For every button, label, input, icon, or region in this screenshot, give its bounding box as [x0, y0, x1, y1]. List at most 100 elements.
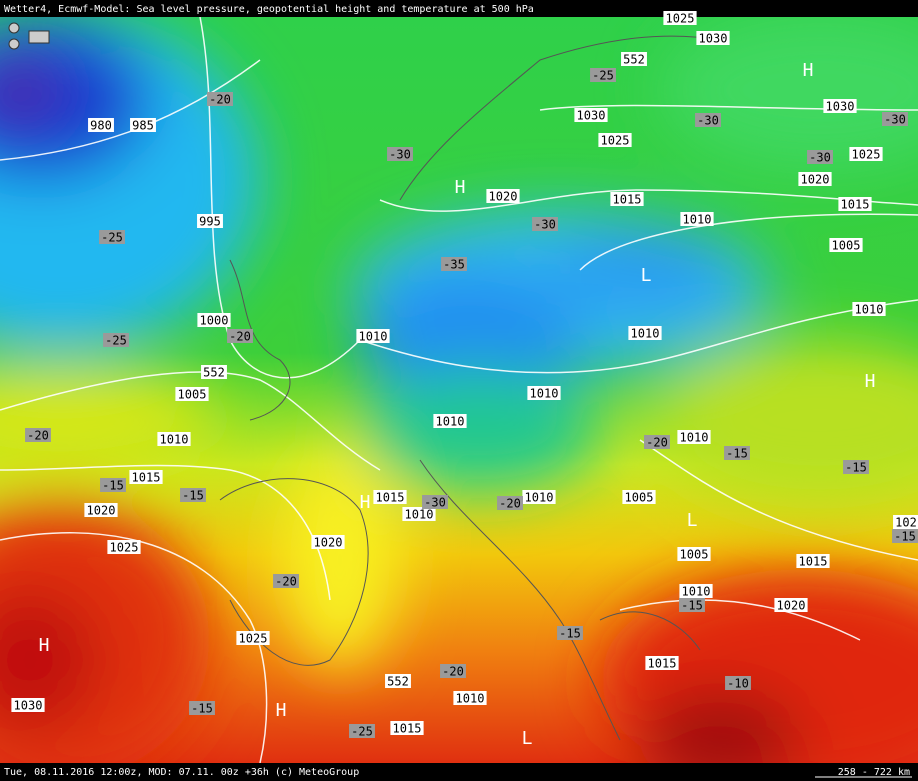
zoom-in[interactable] [8, 22, 20, 34]
isobar-label: 1010 [402, 507, 436, 522]
isobar-label-text: 102 [895, 516, 917, 530]
temperature-label: -20 [25, 428, 51, 443]
temperature-label-text: -30 [697, 114, 719, 128]
isobar-label: 1010 [356, 329, 390, 344]
temperature-label-text: -25 [351, 725, 373, 739]
isobar-label: 1005 [622, 490, 656, 505]
isobar-label-text: 1000 [200, 314, 229, 328]
temperature-label-box [695, 113, 721, 127]
isobar-label: 1015 [390, 721, 424, 736]
isobar-label-text: 985 [132, 119, 154, 133]
isobar-label: 1015 [645, 656, 679, 671]
temperature-label-text: -35 [443, 258, 465, 272]
isobar-label: 552 [621, 52, 647, 67]
temperature-label: -30 [882, 112, 908, 127]
isobar-label-text: 1030 [14, 699, 43, 713]
temperature-label-box [422, 495, 448, 509]
isobar-label-text: 980 [90, 119, 112, 133]
isobar-label-box [598, 133, 632, 147]
isobar-label-box [486, 189, 520, 203]
isobar-label: 1025 [598, 133, 632, 148]
temperature-label-box [273, 574, 299, 588]
isobar-label-box [893, 515, 918, 529]
isobar-label: 1015 [373, 490, 407, 505]
temperature-label-text: -30 [534, 218, 556, 232]
isobar-label-box [823, 99, 857, 113]
temperature-label-box [532, 217, 558, 231]
temperature-label: -25 [590, 68, 616, 83]
isobar-label-box [402, 507, 436, 521]
temperature-label-text: -15 [191, 702, 213, 716]
isobar-label-text: 1025 [852, 148, 881, 162]
pan[interactable] [28, 30, 50, 44]
isobar-label: 1015 [796, 554, 830, 569]
temperature-label-text: -30 [809, 151, 831, 165]
isobar-label: 1010 [433, 414, 467, 429]
temperature-label-text: -25 [105, 334, 127, 348]
isobar-label-box [621, 52, 647, 66]
temperature-label-box [892, 529, 918, 543]
isobar-label: 1010 [680, 212, 714, 227]
isobar-label-text: 995 [199, 215, 221, 229]
temperature-label: -35 [441, 257, 467, 272]
temperature-label: -30 [695, 113, 721, 128]
temperature-label-text: -15 [102, 479, 124, 493]
isobar-label: 1010 [677, 430, 711, 445]
footer-text: Tue, 08.11.2016 12:00z, MOD: 07.11. 00z … [4, 767, 359, 778]
temperature-label-box [807, 150, 833, 164]
isobar-label: 985 [130, 118, 156, 133]
temperature-label-box [349, 724, 375, 738]
isobar-label: 1030 [696, 31, 730, 46]
temperature-label: -30 [532, 217, 558, 232]
pressure-center: H [455, 177, 466, 198]
isobar-label-text: 1010 [680, 431, 709, 445]
temperature-label-text: -25 [101, 231, 123, 245]
temperature-label: -25 [349, 724, 375, 739]
isobar-label: 1015 [838, 197, 872, 212]
isobar-label-box [197, 313, 231, 327]
isobar-label-box [663, 11, 697, 25]
temperature-label-box [497, 496, 523, 510]
temperature-label-box [99, 230, 125, 244]
isobar-label-box [88, 118, 114, 132]
nav-controls[interactable] [8, 22, 50, 50]
pressure-center: H [360, 492, 371, 513]
isobar-label-text: 1020 [87, 504, 116, 518]
isobar-label: 1010 [157, 432, 191, 447]
isobar-label-text: 1015 [393, 722, 422, 736]
temperature-label-box [180, 488, 206, 502]
temperature-label-box [557, 626, 583, 640]
isobar-label-box [610, 192, 644, 206]
isobar-label-text: 1015 [613, 193, 642, 207]
isobar-label-text: 1010 [682, 585, 711, 599]
isobar-label: 1020 [798, 172, 832, 187]
pressure-center: H [865, 371, 876, 392]
isobar-label-box [356, 329, 390, 343]
temperature-label-box [843, 460, 869, 474]
temperature-label-text: -15 [726, 447, 748, 461]
isobar-label-text: 1010 [530, 387, 559, 401]
pressure-center: L [687, 510, 698, 531]
isobar-label: 1010 [522, 490, 556, 505]
coastlines [219, 35, 721, 741]
temperature-label: -30 [422, 495, 448, 510]
isobar-label-text: 1020 [489, 190, 518, 204]
isobar-label-text: 1010 [855, 303, 884, 317]
temperature-label: -10 [725, 676, 751, 691]
isobar-label-box [622, 490, 656, 504]
temperature-label: -20 [497, 496, 523, 511]
isobar-label: 1020 [311, 535, 345, 550]
temperature-label-box [227, 329, 253, 343]
header-title: Wetter4, Ecmwf-Model: Sea level pressure… [4, 4, 534, 15]
temperature-label-box [387, 147, 413, 161]
temperature-label-text: -30 [389, 148, 411, 162]
zoom-out[interactable] [8, 38, 20, 50]
isobar-label: 1005 [175, 387, 209, 402]
isobar-label-text: 1010 [160, 433, 189, 447]
isobar-label-text: 1010 [631, 327, 660, 341]
isobar-label-box [522, 490, 556, 504]
isobar-label-box [774, 598, 808, 612]
isobar-label-box [645, 656, 679, 670]
temperature-label: -20 [207, 92, 233, 107]
